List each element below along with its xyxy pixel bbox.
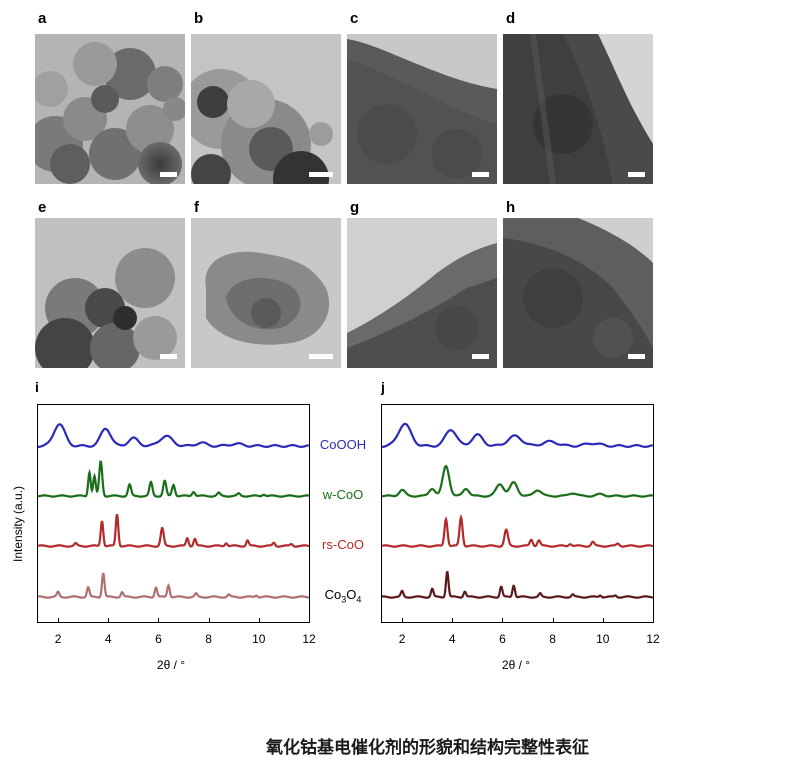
- x-tick-label: 2: [398, 632, 406, 646]
- series-label-co3o4-text: Co3O4: [324, 587, 362, 605]
- x-tick-mark: [208, 618, 210, 623]
- x-axis-title-j: 2θ / °: [501, 658, 531, 672]
- x-tick-label: 6: [499, 632, 506, 646]
- panel-label-h: h: [506, 199, 516, 216]
- x-tick-label: 8: [549, 632, 556, 646]
- xrd-plot-i: [37, 404, 310, 623]
- x-axis-title-i: 2θ / °: [156, 658, 186, 672]
- tem-image-e: [35, 218, 185, 368]
- x-tick-mark: [502, 618, 504, 623]
- x-tick-label: 6: [155, 632, 162, 646]
- x-tick-label: 4: [448, 632, 456, 646]
- x-tick-mark: [108, 618, 110, 623]
- scale-bar-b: [309, 172, 333, 177]
- x-tick-label: 12: [646, 632, 660, 646]
- tem-image-g: [347, 218, 497, 368]
- tem-image-h: [503, 218, 653, 368]
- scale-bar-g: [472, 354, 489, 359]
- x-tick-mark: [158, 618, 160, 623]
- x-tick-mark: [309, 618, 310, 623]
- panel-label-c: c: [350, 10, 359, 27]
- series-label-w-coo: w-CoO: [321, 487, 365, 502]
- panel-label-d: d: [506, 10, 516, 27]
- xrd-series-line-1: [37, 460, 309, 498]
- tem-image-d: [503, 34, 653, 184]
- scale-bar-e: [160, 354, 177, 359]
- x-tick-mark: [452, 618, 454, 623]
- series-label-rs-coo: rs-CoO: [321, 537, 365, 552]
- scale-bar-h: [628, 354, 645, 359]
- figure-caption: 氧化钴基电催化剂的形貌和结构完整性表征: [266, 738, 589, 758]
- xrd-series-line-2: [37, 513, 310, 548]
- x-tick-mark: [653, 618, 654, 623]
- scale-bar-d: [628, 172, 645, 177]
- x-tick-label: 8: [205, 632, 212, 646]
- tem-image-f: [191, 218, 341, 368]
- panel-label-g: g: [350, 199, 360, 216]
- tem-image-b: [191, 34, 341, 184]
- xrd-series-line-0: [382, 422, 654, 448]
- xrd-series-line-1: [381, 464, 653, 498]
- tem-image-c: [347, 34, 497, 184]
- x-tick-label: 2: [54, 632, 62, 646]
- x-tick-label: 12: [302, 632, 316, 646]
- xrd-plot-j-canvas: [381, 422, 654, 599]
- scale-bar-f: [309, 354, 333, 359]
- series-label-co3o4: Co3O4: [323, 587, 363, 605]
- x-tick-mark: [602, 618, 604, 623]
- scale-bar-a: [160, 172, 177, 177]
- y-axis-title-i: Intensity (a.u.): [11, 485, 25, 562]
- xrd-series-line-3: [38, 572, 310, 599]
- xrd-series-line-0: [38, 423, 310, 448]
- tem-image-a: [35, 34, 185, 184]
- xrd-series-line-2: [381, 513, 654, 548]
- panel-label-a: a: [38, 10, 47, 27]
- xrd-series-line-3: [382, 571, 654, 599]
- xrd-plot-j: [381, 404, 654, 623]
- panel-label-i: i: [35, 379, 39, 395]
- scale-bar-c: [472, 172, 489, 177]
- xrd-plot-i-canvas: [37, 423, 310, 599]
- x-tick-label: 10: [596, 632, 610, 646]
- x-tick-mark: [258, 618, 260, 623]
- x-tick-mark: [402, 618, 404, 623]
- x-tick-label: 10: [252, 632, 266, 646]
- x-tick-mark: [552, 618, 554, 623]
- series-label-cooh: CoOOH: [318, 437, 368, 452]
- panel-label-j: j: [381, 379, 385, 395]
- x-tick-label: 4: [104, 632, 112, 646]
- panel-label-b: b: [194, 10, 204, 27]
- panel-label-f: f: [194, 199, 199, 216]
- panel-label-e: e: [38, 199, 47, 216]
- x-tick-mark: [58, 618, 60, 623]
